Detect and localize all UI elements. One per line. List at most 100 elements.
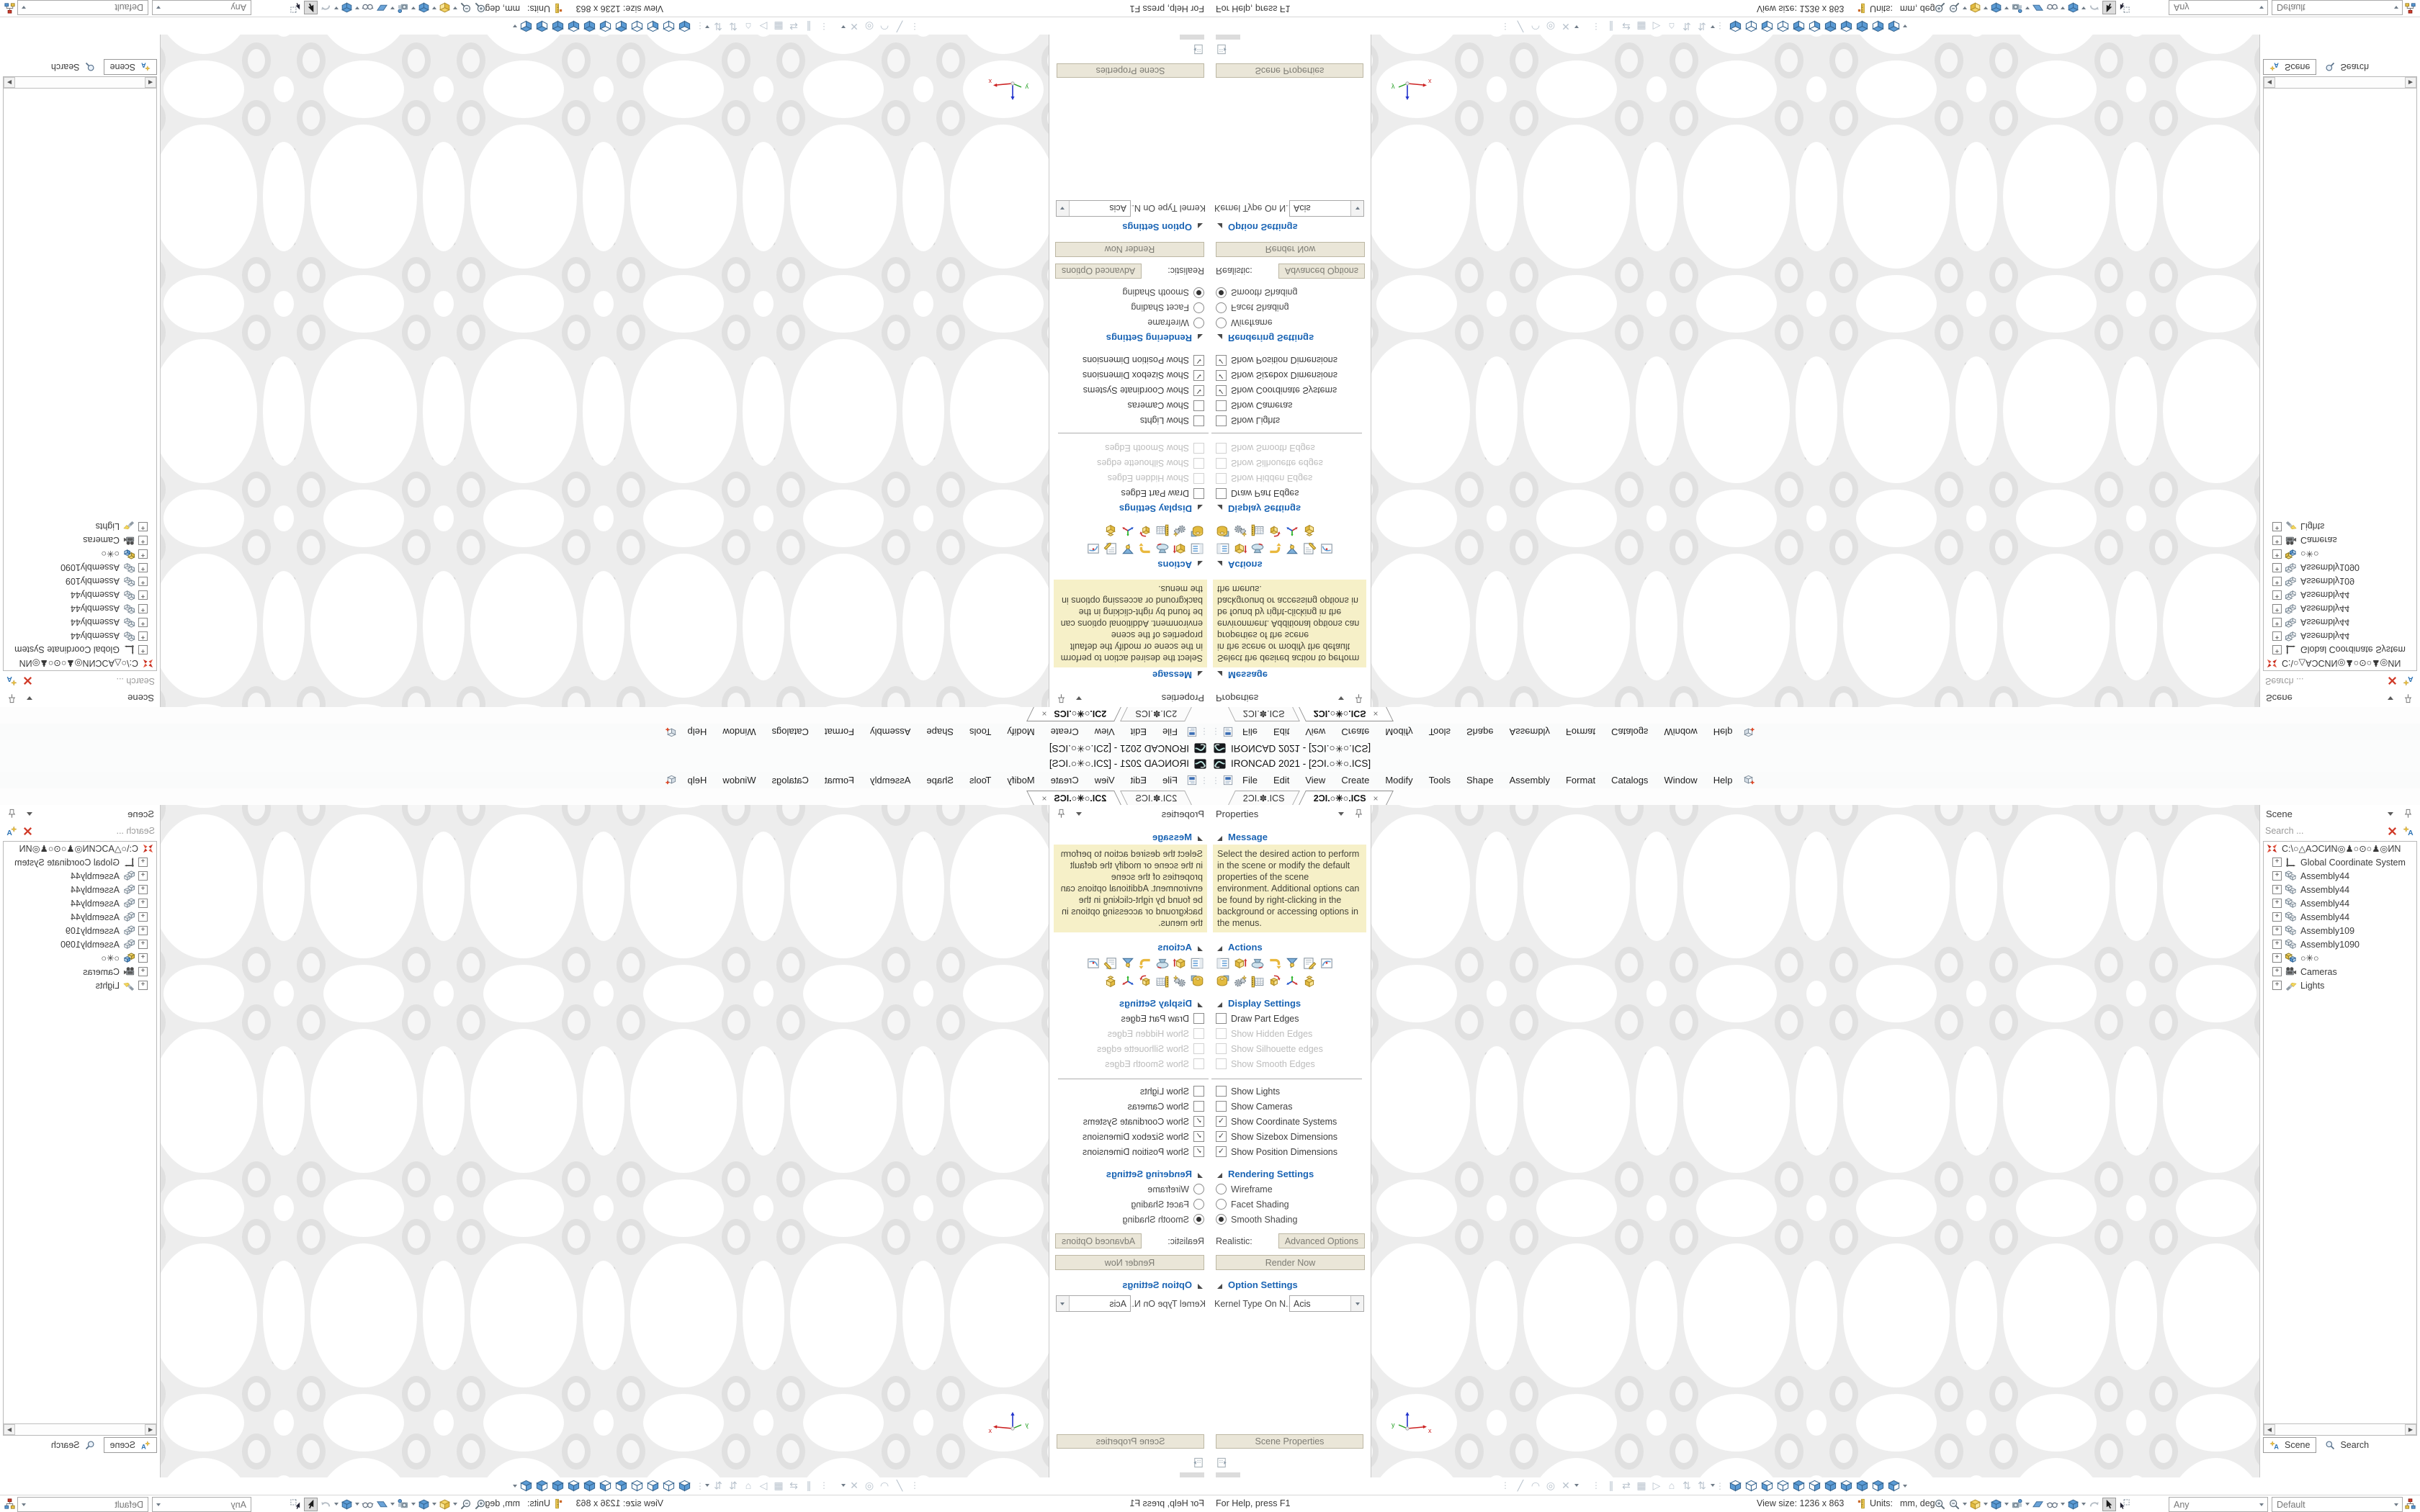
- combo-dropdown-button[interactable]: [1057, 1296, 1070, 1311]
- roof-icon[interactable]: ⌂: [1668, 1480, 1675, 1491]
- checkbox-box[interactable]: ✓: [1193, 1116, 1204, 1127]
- updown2-icon[interactable]: ⇅: [1698, 1480, 1706, 1491]
- expand-icon[interactable]: +: [138, 536, 148, 545]
- cube-blue-icon[interactable]: [341, 1498, 353, 1511]
- chevron-down-icon[interactable]: [27, 811, 32, 816]
- checkbox-show-lights[interactable]: Show Lights: [1049, 413, 1210, 428]
- tree-item[interactable]: + Assembly44: [4, 588, 156, 602]
- checkbox-show-sizebox-dimensions[interactable]: ✓ Show Sizebox Dimensions: [1210, 1129, 1371, 1144]
- reorient-arrow-icon[interactable]: [1268, 541, 1282, 556]
- scene-browser-icon[interactable]: [1216, 541, 1230, 556]
- checkbox-show-cameras[interactable]: Show Cameras: [1049, 1099, 1210, 1114]
- checkbox-box[interactable]: [1193, 400, 1204, 411]
- dropdown-arrow-icon[interactable]: [1984, 1503, 1988, 1506]
- expand-icon[interactable]: +: [138, 577, 148, 586]
- copy-parts-icon[interactable]: [1138, 974, 1152, 989]
- render-style-combo[interactable]: Default: [2272, 1497, 2403, 1512]
- scene-properties-button[interactable]: Scene Properties: [1057, 1434, 1204, 1449]
- expand-icon[interactable]: +: [2272, 899, 2282, 908]
- section-actions[interactable]: Actions: [1049, 942, 1210, 953]
- checkbox-show-cameras[interactable]: Show Cameras: [1210, 398, 1371, 413]
- grid-icon[interactable]: ▦: [774, 21, 784, 32]
- tree-item[interactable]: C:\○△AƆCИN◎♟○⊙○♟◎ИN: [2264, 657, 2416, 670]
- pin-icon[interactable]: [6, 808, 18, 820]
- advanced-options-button[interactable]: Advanced Options: [1278, 264, 1365, 279]
- arc-icon[interactable]: ◠: [879, 21, 889, 32]
- undo-icon[interactable]: [320, 2, 332, 14]
- line-icon[interactable]: ╱: [1517, 1480, 1524, 1491]
- section-actions[interactable]: Actions: [1210, 942, 1371, 953]
- expand-icon[interactable]: +: [138, 940, 148, 949]
- menu-item-edit[interactable]: Edit: [1273, 775, 1290, 786]
- section-rendering-settings[interactable]: Rendering Settings: [1049, 1169, 1210, 1179]
- dropdown-arrow-icon[interactable]: [390, 6, 395, 9]
- scene-panel-tab-scene[interactable]: A Scene: [2263, 59, 2317, 75]
- cube-5[interactable]: [1792, 1479, 1806, 1493]
- checkbox-show-coordinate-systems[interactable]: ✓ Show Coordinate Systems: [1210, 1114, 1371, 1129]
- checkbox-box[interactable]: ✓: [1193, 355, 1204, 366]
- cube-6[interactable]: [599, 1479, 612, 1493]
- checkbox-show-position-dimensions[interactable]: ✓ Show Position Dimensions: [1049, 353, 1210, 368]
- cube-10[interactable]: [535, 19, 549, 33]
- menu-item-window[interactable]: Window: [1664, 726, 1698, 737]
- cube-2[interactable]: [1744, 19, 1758, 33]
- tree-item[interactable]: + Lights: [4, 978, 156, 992]
- dimension-table-icon[interactable]: [1155, 974, 1170, 989]
- render-funnel-icon[interactable]: [1121, 956, 1135, 971]
- zoom-out-icon[interactable]: [1948, 2, 1960, 14]
- checkbox-show-position-dimensions[interactable]: ✓ Show Position Dimensions: [1210, 353, 1371, 368]
- document-tab[interactable]: 2ƆI.○✳○.ICS ×: [1298, 791, 1394, 805]
- checkbox-box[interactable]: [1216, 415, 1227, 426]
- expand-icon[interactable]: +: [138, 549, 148, 559]
- tree-item[interactable]: + Assembly109: [2264, 924, 2416, 937]
- search-input[interactable]: Search ...: [116, 676, 156, 686]
- cube-9[interactable]: [1855, 19, 1869, 33]
- expand-icon[interactable]: +: [2272, 549, 2282, 559]
- menu-item-shape[interactable]: Shape: [926, 726, 954, 737]
- cube-blue-icon[interactable]: [2067, 1498, 2079, 1511]
- document-tab[interactable]: 2ƆI.✽.ICS: [1228, 707, 1300, 721]
- menu-item-file[interactable]: File: [1162, 775, 1178, 786]
- document-tab[interactable]: 2ƆI.✽.ICS: [1228, 791, 1300, 805]
- prism-icon[interactable]: [376, 2, 388, 14]
- scene-browser-icon[interactable]: [1190, 541, 1204, 556]
- dropdown-arrow-icon[interactable]: [841, 25, 846, 28]
- tree-item[interactable]: + ○✳○: [2264, 547, 2416, 561]
- scene-panel-tab-search[interactable]: Search: [2319, 60, 2375, 74]
- grid-icon[interactable]: ▦: [1636, 1480, 1646, 1491]
- hierarchy-icon[interactable]: [4, 2, 16, 14]
- dropdown-arrow-icon[interactable]: [2061, 1503, 2065, 1506]
- cube-11[interactable]: [1887, 1479, 1901, 1493]
- line-icon[interactable]: ╱: [1517, 21, 1524, 32]
- menu-item-modify[interactable]: Modify: [1385, 726, 1413, 737]
- scene-panel-tab-scene[interactable]: A Scene: [103, 59, 157, 75]
- radio-circle[interactable]: [1193, 302, 1204, 313]
- expand-icon[interactable]: +: [2272, 912, 2282, 922]
- cursor-box-icon[interactable]: [290, 2, 302, 14]
- expand-icon[interactable]: +: [2272, 953, 2282, 963]
- highlight-filter-icon[interactable]: A: [2403, 825, 2415, 837]
- cube-8[interactable]: [1839, 19, 1853, 33]
- cube-4[interactable]: [1776, 19, 1790, 33]
- cube-9[interactable]: [551, 19, 565, 33]
- cube-1[interactable]: [1729, 19, 1742, 33]
- tree-item[interactable]: + Assembly44: [2264, 896, 2416, 910]
- expand-icon[interactable]: +: [2272, 522, 2282, 531]
- tree-item[interactable]: + Global Coordinate System: [2264, 855, 2416, 869]
- tree-item[interactable]: + Global Coordinate System: [4, 855, 156, 869]
- delete-icon[interactable]: ✕: [850, 21, 859, 32]
- ruler-icon[interactable]: [552, 1498, 564, 1510]
- cube-7[interactable]: [583, 19, 596, 33]
- tree-item[interactable]: + Cameras: [4, 534, 156, 547]
- cursor-box-icon[interactable]: [2118, 1498, 2130, 1511]
- radio-circle[interactable]: [1193, 318, 1204, 328]
- section-actions[interactable]: Actions: [1210, 559, 1371, 570]
- menu-item-format[interactable]: Format: [824, 726, 855, 737]
- undo-icon[interactable]: [2088, 2, 2100, 14]
- menu-item-edit[interactable]: Edit: [1130, 726, 1147, 737]
- cube-1[interactable]: [678, 1479, 691, 1493]
- render-now-button[interactable]: Render Now: [1055, 1255, 1204, 1270]
- kernel-type-combo[interactable]: Acis: [1289, 200, 1364, 217]
- washer-part-icon[interactable]: [1190, 974, 1204, 989]
- updown-icon[interactable]: ⇅: [729, 1480, 738, 1491]
